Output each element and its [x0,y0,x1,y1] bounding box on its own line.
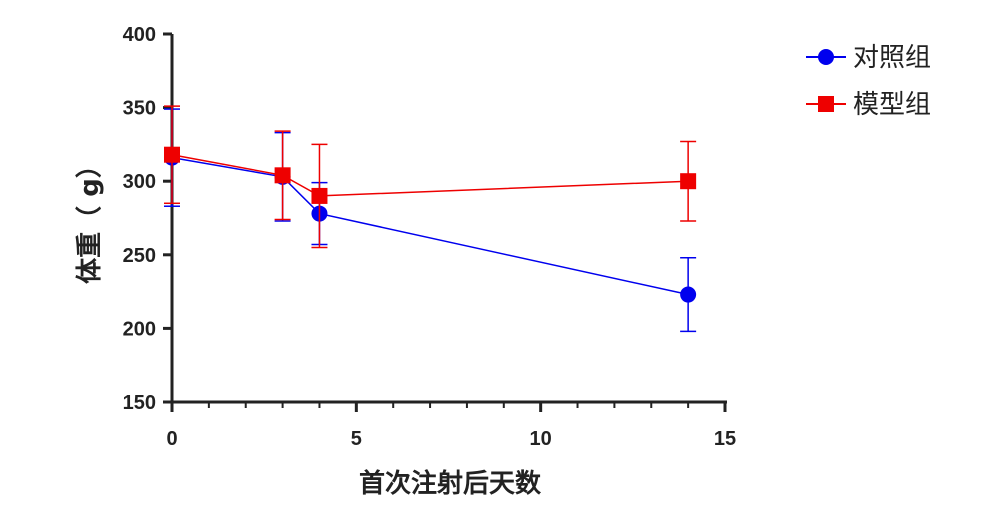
x-tick-label: 10 [530,428,552,450]
y-axis-title: 体重（ g） [75,152,105,284]
data-point [311,187,328,204]
series-line [171,153,689,197]
legend-label-control: 对照组 [853,43,931,73]
x-tick-label: 5 [351,428,362,450]
y-tick-label: 350 [123,98,156,120]
series-layer [164,105,697,333]
legend-label-model: 模型组 [853,90,931,120]
legend-item-model: 模型组 [806,90,931,120]
y-tick-label: 300 [123,171,156,193]
legend: 对照组 模型组 [806,43,931,120]
series-line [171,156,689,296]
series-model [164,105,697,249]
y-tick-label: 150 [123,392,156,414]
legend-marker-model [818,96,834,112]
axes [170,34,727,404]
y-ticks: 150 200 250 300 350 400 [123,24,172,414]
x-tick-label: 0 [166,428,177,450]
series-control [164,108,697,333]
x-axis-title: 首次注射后天数 [359,468,542,499]
legend-item-control: 对照组 [806,43,931,73]
x-tick-label: 15 [714,428,736,450]
data-point [680,286,697,303]
legend-marker-control [818,49,834,65]
data-point [680,173,697,190]
data-point [274,167,291,184]
y-tick-label: 250 [123,245,156,267]
x-ticks: 0 5 10 15 [166,402,736,450]
data-point [164,146,180,163]
y-tick-label: 200 [123,318,156,340]
y-tick-label: 400 [123,24,156,46]
